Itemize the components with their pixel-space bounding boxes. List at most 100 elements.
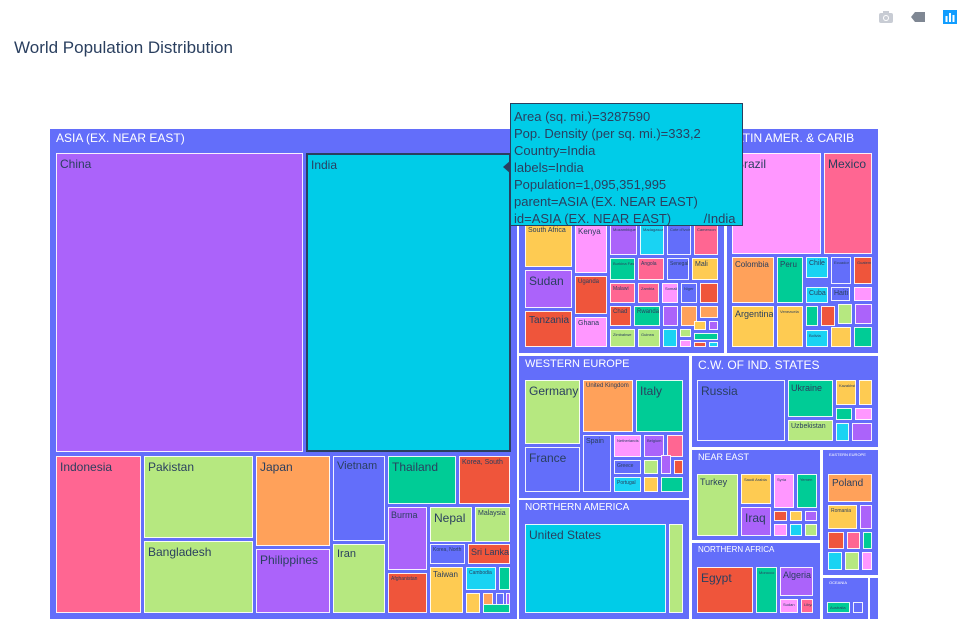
treemap-tile[interactable] — [853, 602, 863, 613]
treemap-tile[interactable]: Spain — [583, 435, 611, 492]
download-plot-icon[interactable] — [877, 8, 895, 26]
treemap-tile[interactable]: Romania — [828, 505, 857, 529]
treemap-tile[interactable]: Belgium — [644, 435, 664, 457]
treemap-tile[interactable]: Madagascar — [640, 224, 664, 255]
treemap-tile[interactable]: Angola — [638, 258, 664, 280]
treemap-tile[interactable] — [847, 532, 860, 549]
treemap-tile[interactable] — [854, 287, 872, 301]
treemap-tile[interactable]: United Kingdom — [583, 380, 633, 432]
treemap-tile[interactable]: Greece — [614, 460, 641, 474]
treemap-tile[interactable]: Burma — [388, 507, 427, 570]
treemap-tile[interactable]: Ecuador — [831, 257, 851, 284]
treemap-tile[interactable]: Korea, North — [430, 544, 465, 564]
treemap-tile[interactable] — [855, 408, 872, 420]
treemap-tile[interactable] — [852, 423, 872, 441]
treemap-tile[interactable] — [694, 342, 706, 347]
treemap-tile[interactable] — [828, 552, 842, 570]
treemap-tile[interactable] — [863, 532, 872, 549]
treemap-tile[interactable]: Ghana — [575, 317, 607, 347]
treemap-tile[interactable] — [700, 306, 718, 318]
treemap-tile[interactable] — [836, 423, 849, 441]
treemap-tile[interactable]: Poland — [828, 474, 872, 502]
treemap-tile[interactable] — [709, 342, 718, 347]
treemap-tile[interactable]: France — [525, 447, 580, 492]
treemap-tile[interactable] — [838, 304, 852, 324]
treemap-tile[interactable] — [663, 306, 678, 326]
treemap-tile[interactable] — [661, 477, 683, 492]
treemap-tile[interactable] — [859, 380, 872, 405]
treemap-tile[interactable] — [821, 306, 835, 326]
treemap-tile[interactable]: India — [306, 153, 511, 452]
treemap-tile[interactable]: Argentina — [732, 306, 774, 347]
treemap-tile[interactable]: Germany — [525, 380, 580, 444]
treemap-tile[interactable] — [774, 524, 787, 536]
treemap-tile[interactable]: Sudan — [780, 599, 798, 613]
treemap-tile[interactable] — [674, 460, 683, 474]
treemap-tile[interactable]: Senegal — [667, 258, 689, 280]
treemap-tile[interactable]: Portugal — [614, 477, 641, 492]
treemap-tile[interactable]: Sudan — [525, 270, 572, 308]
treemap-tile[interactable]: Cote d'Ivoire — [667, 224, 691, 255]
treemap-tile[interactable]: Bangladesh — [144, 541, 253, 613]
treemap-tile[interactable]: Bolivia — [806, 330, 828, 347]
treemap-tile[interactable]: Sri Lanka — [468, 544, 510, 564]
treemap-tile[interactable] — [667, 435, 683, 457]
treemap-tile[interactable]: Chile — [806, 257, 828, 278]
treemap-tile[interactable] — [681, 306, 697, 326]
treemap-tile[interactable]: Taiwan — [430, 567, 463, 613]
treemap-tile[interactable]: Vietnam — [333, 456, 385, 541]
treemap-region-baltics[interactable] — [870, 578, 878, 619]
treemap-tile[interactable]: Turkey — [697, 474, 738, 536]
treemap-tile[interactable]: Iran — [333, 544, 385, 613]
treemap-tile[interactable] — [483, 604, 510, 613]
treemap-tile[interactable]: Thailand — [388, 456, 456, 504]
treemap-tile[interactable] — [831, 327, 851, 347]
treemap-tile[interactable]: South Africa — [525, 224, 572, 267]
autoscale-icon[interactable] — [909, 8, 927, 26]
treemap-tile[interactable] — [466, 593, 480, 613]
treemap-tile[interactable]: Afghanistan — [388, 573, 427, 613]
treemap-tile[interactable] — [854, 327, 872, 347]
treemap-tile[interactable]: Yemen — [797, 474, 817, 508]
treemap-tile[interactable]: Pakistan — [144, 456, 253, 538]
treemap-tile[interactable] — [669, 524, 683, 613]
treemap-tile[interactable] — [855, 304, 872, 324]
treemap-tile[interactable]: Venezuela — [777, 306, 803, 347]
treemap-tile[interactable]: Kazakhstan — [836, 380, 856, 405]
treemap-tile[interactable]: Kenya — [575, 224, 607, 273]
treemap-tile[interactable]: Guinea — [638, 329, 660, 347]
treemap-tile[interactable] — [644, 477, 658, 492]
treemap-tile[interactable]: United States — [525, 524, 666, 613]
treemap-tile[interactable]: Malawi — [610, 283, 635, 303]
treemap-tile[interactable] — [790, 524, 802, 536]
treemap-tile[interactable]: Zambia — [638, 283, 659, 303]
treemap-tile[interactable] — [663, 329, 677, 347]
treemap-tile[interactable] — [806, 306, 818, 326]
treemap-tile[interactable]: Netherlands — [614, 435, 641, 457]
treemap-tile[interactable] — [836, 408, 852, 420]
treemap-tile[interactable] — [805, 524, 817, 536]
treemap-tile[interactable]: Rwanda — [634, 306, 660, 326]
treemap-tile[interactable] — [862, 552, 872, 570]
treemap-tile[interactable]: Libya — [801, 599, 813, 613]
treemap-tile[interactable]: Burkina Faso — [610, 258, 635, 280]
treemap-tile[interactable]: Algeria — [780, 567, 813, 596]
treemap-tile[interactable]: Iraq — [741, 507, 771, 536]
treemap-tile[interactable]: Uganda — [575, 276, 607, 314]
treemap-tile[interactable] — [680, 340, 691, 347]
treemap-tile[interactable]: Australia — [827, 602, 850, 613]
plotly-logo-icon[interactable] — [941, 8, 959, 26]
treemap-tile[interactable]: Colombia — [732, 257, 774, 303]
treemap-tile[interactable]: Niger — [681, 283, 697, 303]
treemap-tile[interactable]: Italy — [636, 380, 683, 432]
treemap-tile[interactable] — [860, 505, 872, 529]
treemap-tile[interactable] — [499, 567, 510, 590]
treemap-tile[interactable]: Korea, South — [459, 456, 510, 504]
treemap-tile[interactable] — [694, 321, 706, 330]
treemap-tile[interactable]: Mexico — [824, 153, 872, 254]
treemap-tile[interactable]: Peru — [777, 257, 803, 303]
treemap-tile[interactable]: Philippines — [256, 549, 330, 613]
treemap-tile[interactable] — [694, 333, 718, 340]
treemap-tile[interactable]: Haiti — [831, 287, 850, 301]
treemap-tile[interactable]: Guatemala — [854, 257, 872, 284]
